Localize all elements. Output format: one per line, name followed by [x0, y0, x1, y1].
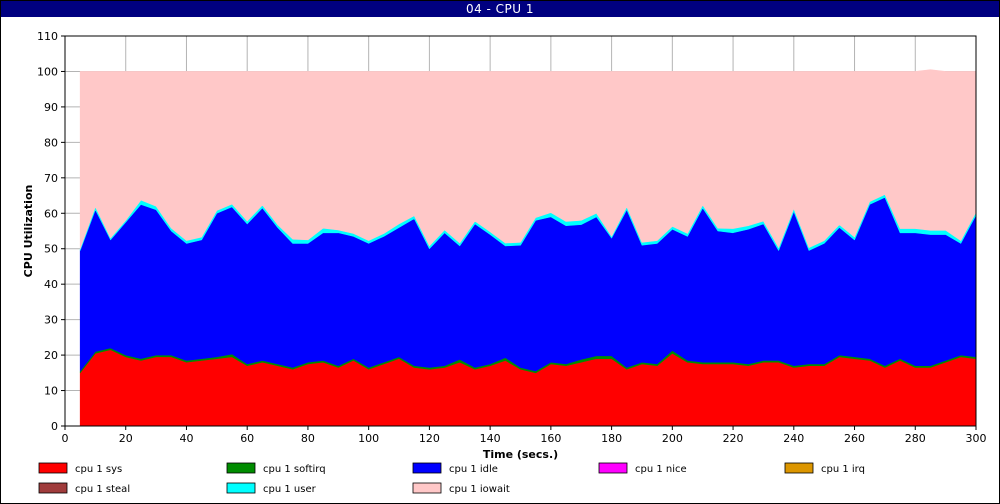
x-tick-label: 140 [480, 432, 501, 445]
legend-label-6: cpu 1 user [263, 484, 317, 495]
x-tick-label: 0 [62, 432, 69, 445]
y-tick-label: 100 [37, 65, 58, 78]
y-tick-label: 10 [44, 385, 58, 398]
x-tick-label: 80 [301, 432, 315, 445]
legend: cpu 1 sys cpu 1 softirq cpu 1 idle cpu 1 ni… [38, 462, 865, 495]
y-tick-label: 50 [44, 243, 58, 256]
x-tick-label: 160 [540, 432, 561, 445]
y-tick-label: 0 [51, 420, 58, 433]
legend-swatch-0 [38, 462, 68, 474]
x-tick-label: 40 [179, 432, 193, 445]
y-tick-label: 90 [44, 101, 58, 114]
legend-swatch-4 [784, 462, 814, 474]
y-tick-label: 110 [37, 30, 58, 43]
legend-swatch-5 [38, 482, 68, 494]
legend-swatch-7 [412, 482, 442, 494]
legend-label-4: cpu 1 irq [821, 464, 865, 475]
y-tick-label: 80 [44, 136, 58, 149]
y-tick-label: 30 [44, 314, 58, 327]
x-tick-label: 240 [783, 432, 804, 445]
x-tick-label: 300 [966, 432, 987, 445]
stacked-area-chart: 0 10 20 30 40 50 60 70 80 90 100 110 0 20 40 60 80 100 120… [22, 30, 987, 495]
x-tick-label: 200 [662, 432, 683, 445]
legend-swatch-1 [226, 462, 256, 474]
y-tick-label: 20 [44, 349, 58, 362]
y-tick-label: 70 [44, 172, 58, 185]
x-tick-label: 260 [844, 432, 865, 445]
x-tick-label: 60 [240, 432, 254, 445]
plot-border [64, 35, 977, 427]
y-tick-label: 40 [44, 278, 58, 291]
series-areas [79, 69, 977, 427]
legend-label-0: cpu 1 sys [75, 464, 122, 475]
window-title: 04 - CPU 1 [1, 1, 999, 17]
legend-label-5: cpu 1 steal [75, 484, 130, 495]
legend-label-1: cpu 1 softirq [263, 464, 326, 475]
legend-label-3: cpu 1 nice [635, 464, 687, 475]
x-tick-label: 180 [601, 432, 622, 445]
legend-label-7: cpu 1 iowait [449, 484, 510, 495]
x-tick-label: 100 [358, 432, 379, 445]
legend-swatch-3 [598, 462, 628, 474]
legend-swatch-2 [412, 462, 442, 474]
x-tick-label: 20 [119, 432, 133, 445]
x-axis-label: Time (secs.) [483, 448, 558, 461]
x-tick-label: 120 [419, 432, 440, 445]
y-tick-label: 60 [44, 207, 58, 220]
legend-swatch-6 [226, 482, 256, 494]
legend-label-2: cpu 1 idle [449, 464, 498, 475]
axes: 0 10 20 30 40 50 60 70 80 90 100 110 0 20 40 60 80 100 120… [22, 30, 987, 461]
y-axis-label: CPU Utilization [22, 185, 35, 278]
x-tick-label: 280 [905, 432, 926, 445]
x-tick-label: 220 [723, 432, 744, 445]
